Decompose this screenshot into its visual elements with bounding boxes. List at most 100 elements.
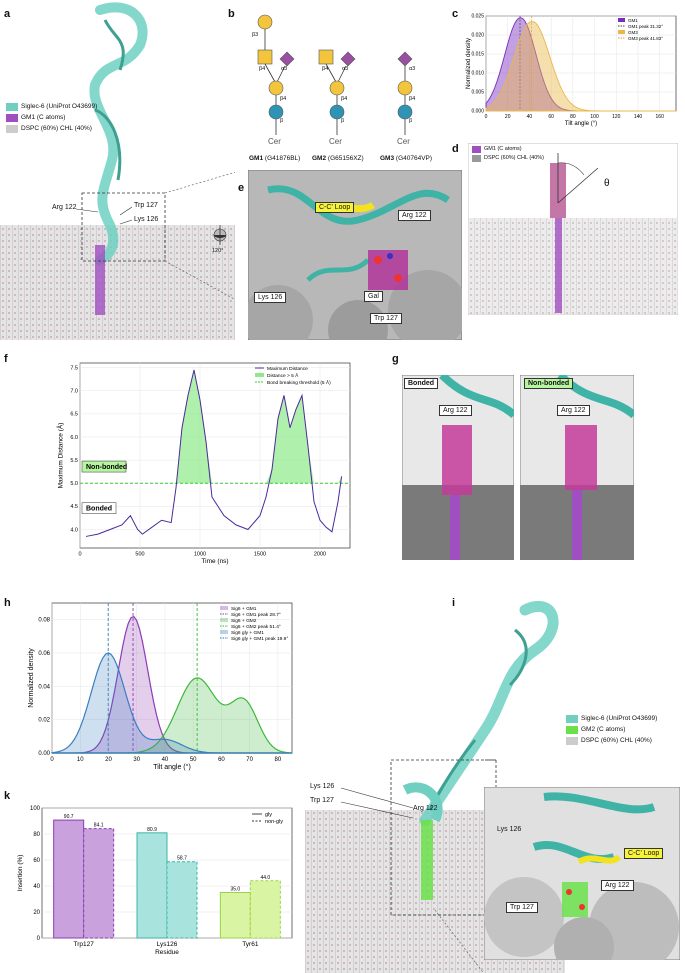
x-tick-label: 140	[634, 114, 643, 120]
y-tick-label: 0.08	[38, 618, 50, 624]
legend-swatch	[220, 606, 228, 610]
label-gal: Gal	[364, 291, 383, 302]
legend-item: DSPC (60%) CHL (40%)	[472, 154, 544, 163]
panel-b-glycans	[257, 14, 413, 135]
legend-swatch	[566, 736, 578, 745]
bar-non-gly-Lys126	[166, 861, 198, 939]
legend-label: gly	[265, 812, 272, 818]
legend-item: DSPC (60%) CHL (40%)	[6, 123, 97, 134]
panel-i-letter: i	[452, 597, 456, 609]
x-tick-label: 0	[485, 114, 488, 120]
gm3-link-a3: α3	[409, 66, 416, 72]
tag-bonded: Bonded	[404, 378, 439, 389]
legend-swatch	[472, 146, 481, 153]
legend-label: DSPC (60%) CHL (40%)	[21, 125, 92, 132]
label-lys126-e: Lys 126	[254, 292, 287, 303]
legend-swatch	[618, 30, 625, 34]
label-trp127-i: Trp 127	[310, 797, 334, 804]
density-series-2	[51, 652, 292, 754]
x-tick-label: 500	[135, 552, 144, 558]
legend-item: Siglec-6 (UniProt O43699)	[6, 101, 97, 112]
legend-label: Sig6 gly + GM1 peak 19.9°	[231, 636, 288, 642]
x-tick-label: 70	[246, 757, 253, 763]
panel-a-legend: Siglec-6 (UniProt O43699) GM1 (C atoms) …	[6, 101, 97, 134]
gm1-cer: Cer	[268, 137, 281, 146]
legend-label: GM1 (C atoms)	[21, 114, 66, 121]
x-axis-label: Residue	[155, 949, 179, 956]
legend-swatch	[220, 618, 228, 622]
panel-k-letter: k	[4, 790, 11, 802]
legend-label: Sig6 + GM2	[231, 618, 257, 624]
y-tick-label: 7.0	[70, 389, 78, 395]
legend-label: GM3	[628, 30, 638, 35]
legend-swatch	[255, 373, 264, 377]
legend-label: Sig6 + GM2 peak 51.4°	[231, 624, 281, 630]
label-arg122-e: Arg 122	[398, 210, 431, 221]
gm1-caption: GM1 (G41876BL)	[249, 155, 301, 162]
x-tick-label: 20	[505, 114, 511, 120]
legend-swatch	[618, 18, 625, 22]
legend-item: GM2 (C atoms)	[566, 724, 657, 735]
gm2-link-b: β	[341, 118, 345, 124]
label-trp127-j: Trp 127	[506, 902, 538, 913]
y-tick-label: 0	[37, 936, 41, 942]
gm1-link-b3: β3	[252, 32, 259, 38]
gm3-caption: GM3 (G40764VP)	[380, 155, 433, 162]
chart-k: 0 20 40 60 80 100 90.7 84.1 Trp127 80.9 58.7 Lys126…	[17, 806, 293, 956]
legend-label: GM1 (C atoms)	[484, 146, 522, 152]
bar-value-label: 44.0	[260, 875, 270, 881]
legend-swatch	[220, 630, 228, 634]
panel-f-letter: f	[4, 353, 8, 365]
y-tick-label: 0.010	[471, 71, 484, 77]
panel-h-letter: h	[4, 597, 11, 609]
legend-label: non-gly	[265, 819, 283, 825]
legend-swatch	[6, 124, 18, 133]
legend-item: Siglec-6 (UniProt O43699)	[566, 713, 657, 724]
label-cc-loop-j: C-C' Loop	[624, 848, 664, 859]
panel-a-letter: a	[4, 8, 11, 20]
y-tick-label: 0.06	[38, 651, 50, 657]
y-tick-label: 20	[33, 910, 40, 916]
legend-label: Distance > 5 Å	[267, 372, 299, 379]
bonded-tag: Bonded	[86, 506, 112, 513]
bonded-tag-bg	[81, 502, 117, 514]
x-tick-label: 1500	[254, 552, 266, 558]
legend-swatch	[472, 155, 481, 162]
y-tick-label: 5.0	[70, 481, 78, 487]
panel-c-letter: c	[452, 8, 459, 20]
x-tick-label: 20	[105, 757, 112, 763]
y-tick-label: 6.5	[70, 412, 78, 418]
panel-g-bonded	[402, 375, 514, 560]
tag-nonbonded: Non-bonded	[524, 378, 574, 389]
x-tick-label: 120	[612, 114, 621, 120]
panel-e-letter: e	[238, 182, 245, 194]
y-tick-label: 0.04	[38, 684, 50, 690]
legend-label: GM1	[628, 18, 638, 23]
panel-d-letter: d	[452, 143, 459, 155]
legend-item: GM1 (C atoms)	[6, 112, 97, 123]
chart-c: 0 20 40 60 80 100 120 140 160 0.000 0.005 0.010 0.01…	[466, 14, 677, 127]
y-tick-label: 0.020	[471, 33, 484, 39]
y-tick-label: 0.00	[38, 751, 50, 757]
y-tick-label: 4.5	[70, 504, 78, 510]
x-tick-label: 2000	[314, 552, 326, 558]
legend-swatch	[6, 113, 18, 122]
legend-label: DSPC (60%) CHL (40%)	[581, 737, 652, 744]
bar-value-label: 90.7	[64, 814, 74, 820]
nonbonded-tag-bg	[81, 460, 127, 473]
x-tick-label: 50	[190, 757, 197, 763]
gm2-structure	[318, 49, 356, 135]
gm2-caption: GM2 (G65156XZ)	[312, 155, 364, 162]
legend-label: GM2 (C atoms)	[581, 726, 626, 733]
legend-label: Sig6 gly + GM1	[231, 630, 264, 636]
x-tick-label: 0	[78, 552, 81, 558]
legend-swatch	[566, 714, 578, 723]
x-tick-label: 40	[527, 114, 533, 120]
gm2-cer: Cer	[329, 137, 342, 146]
panel-j-illustration	[484, 787, 680, 960]
label-trp127-e: Trp 127	[370, 313, 402, 324]
x-axis-label: Tilt angle (°)	[565, 121, 597, 127]
gm2-link-b4: β4	[322, 66, 329, 72]
bar-gly-Tyr61	[219, 892, 251, 939]
panel-i-legend: Siglec-6 (UniProt O43699) GM2 (C atoms) …	[566, 713, 657, 746]
